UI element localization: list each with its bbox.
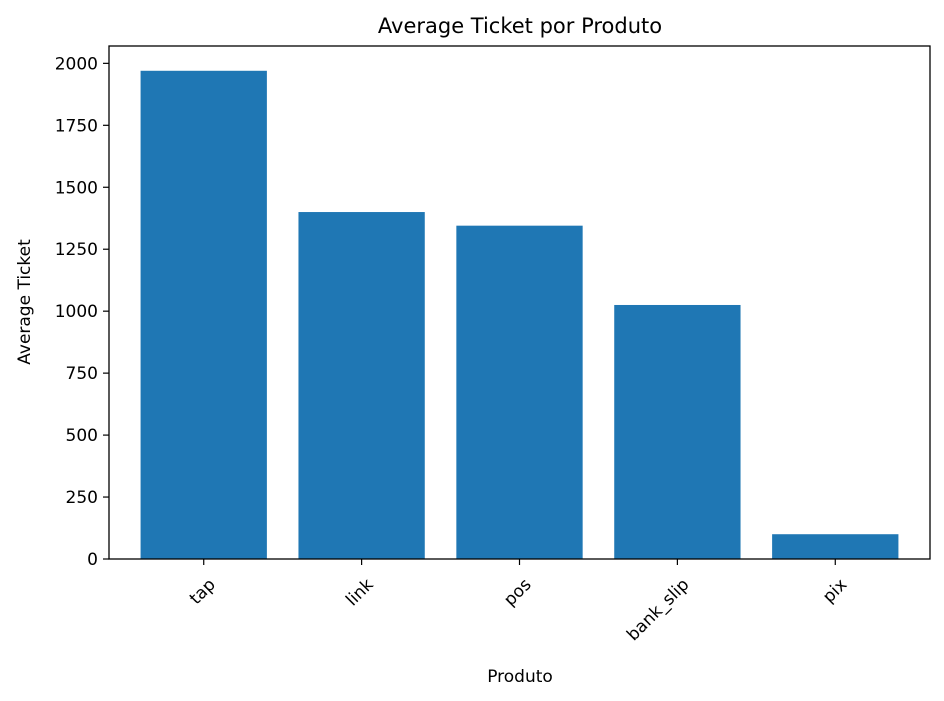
- y-tick-label: 250: [66, 488, 98, 508]
- bar-pos: [456, 225, 583, 559]
- y-tick-label: 1000: [55, 302, 98, 322]
- y-tick-label: 1250: [55, 240, 98, 260]
- bar-tap: [140, 70, 267, 560]
- y-tick-label: 750: [66, 364, 98, 384]
- y-tick-label: 0: [87, 550, 98, 570]
- bar-bank-slip: [614, 304, 741, 559]
- y-tick-label: 2000: [55, 54, 98, 74]
- plot-frame: [108, 45, 931, 560]
- chart-title: Average Ticket por Produto: [378, 14, 662, 38]
- x-axis-label: Produto: [487, 667, 553, 687]
- y-axis: 0 250 500 750 1000 1250 1500 1750 2000: [55, 54, 109, 570]
- y-tick-label: 1750: [55, 116, 98, 136]
- y-axis-label: Average Ticket: [15, 239, 35, 365]
- bar-link: [298, 212, 425, 560]
- y-tick-label: 1500: [55, 178, 98, 198]
- bar-pix: [772, 534, 899, 559]
- bars-group: [140, 70, 899, 560]
- y-tick-label: 500: [66, 426, 98, 446]
